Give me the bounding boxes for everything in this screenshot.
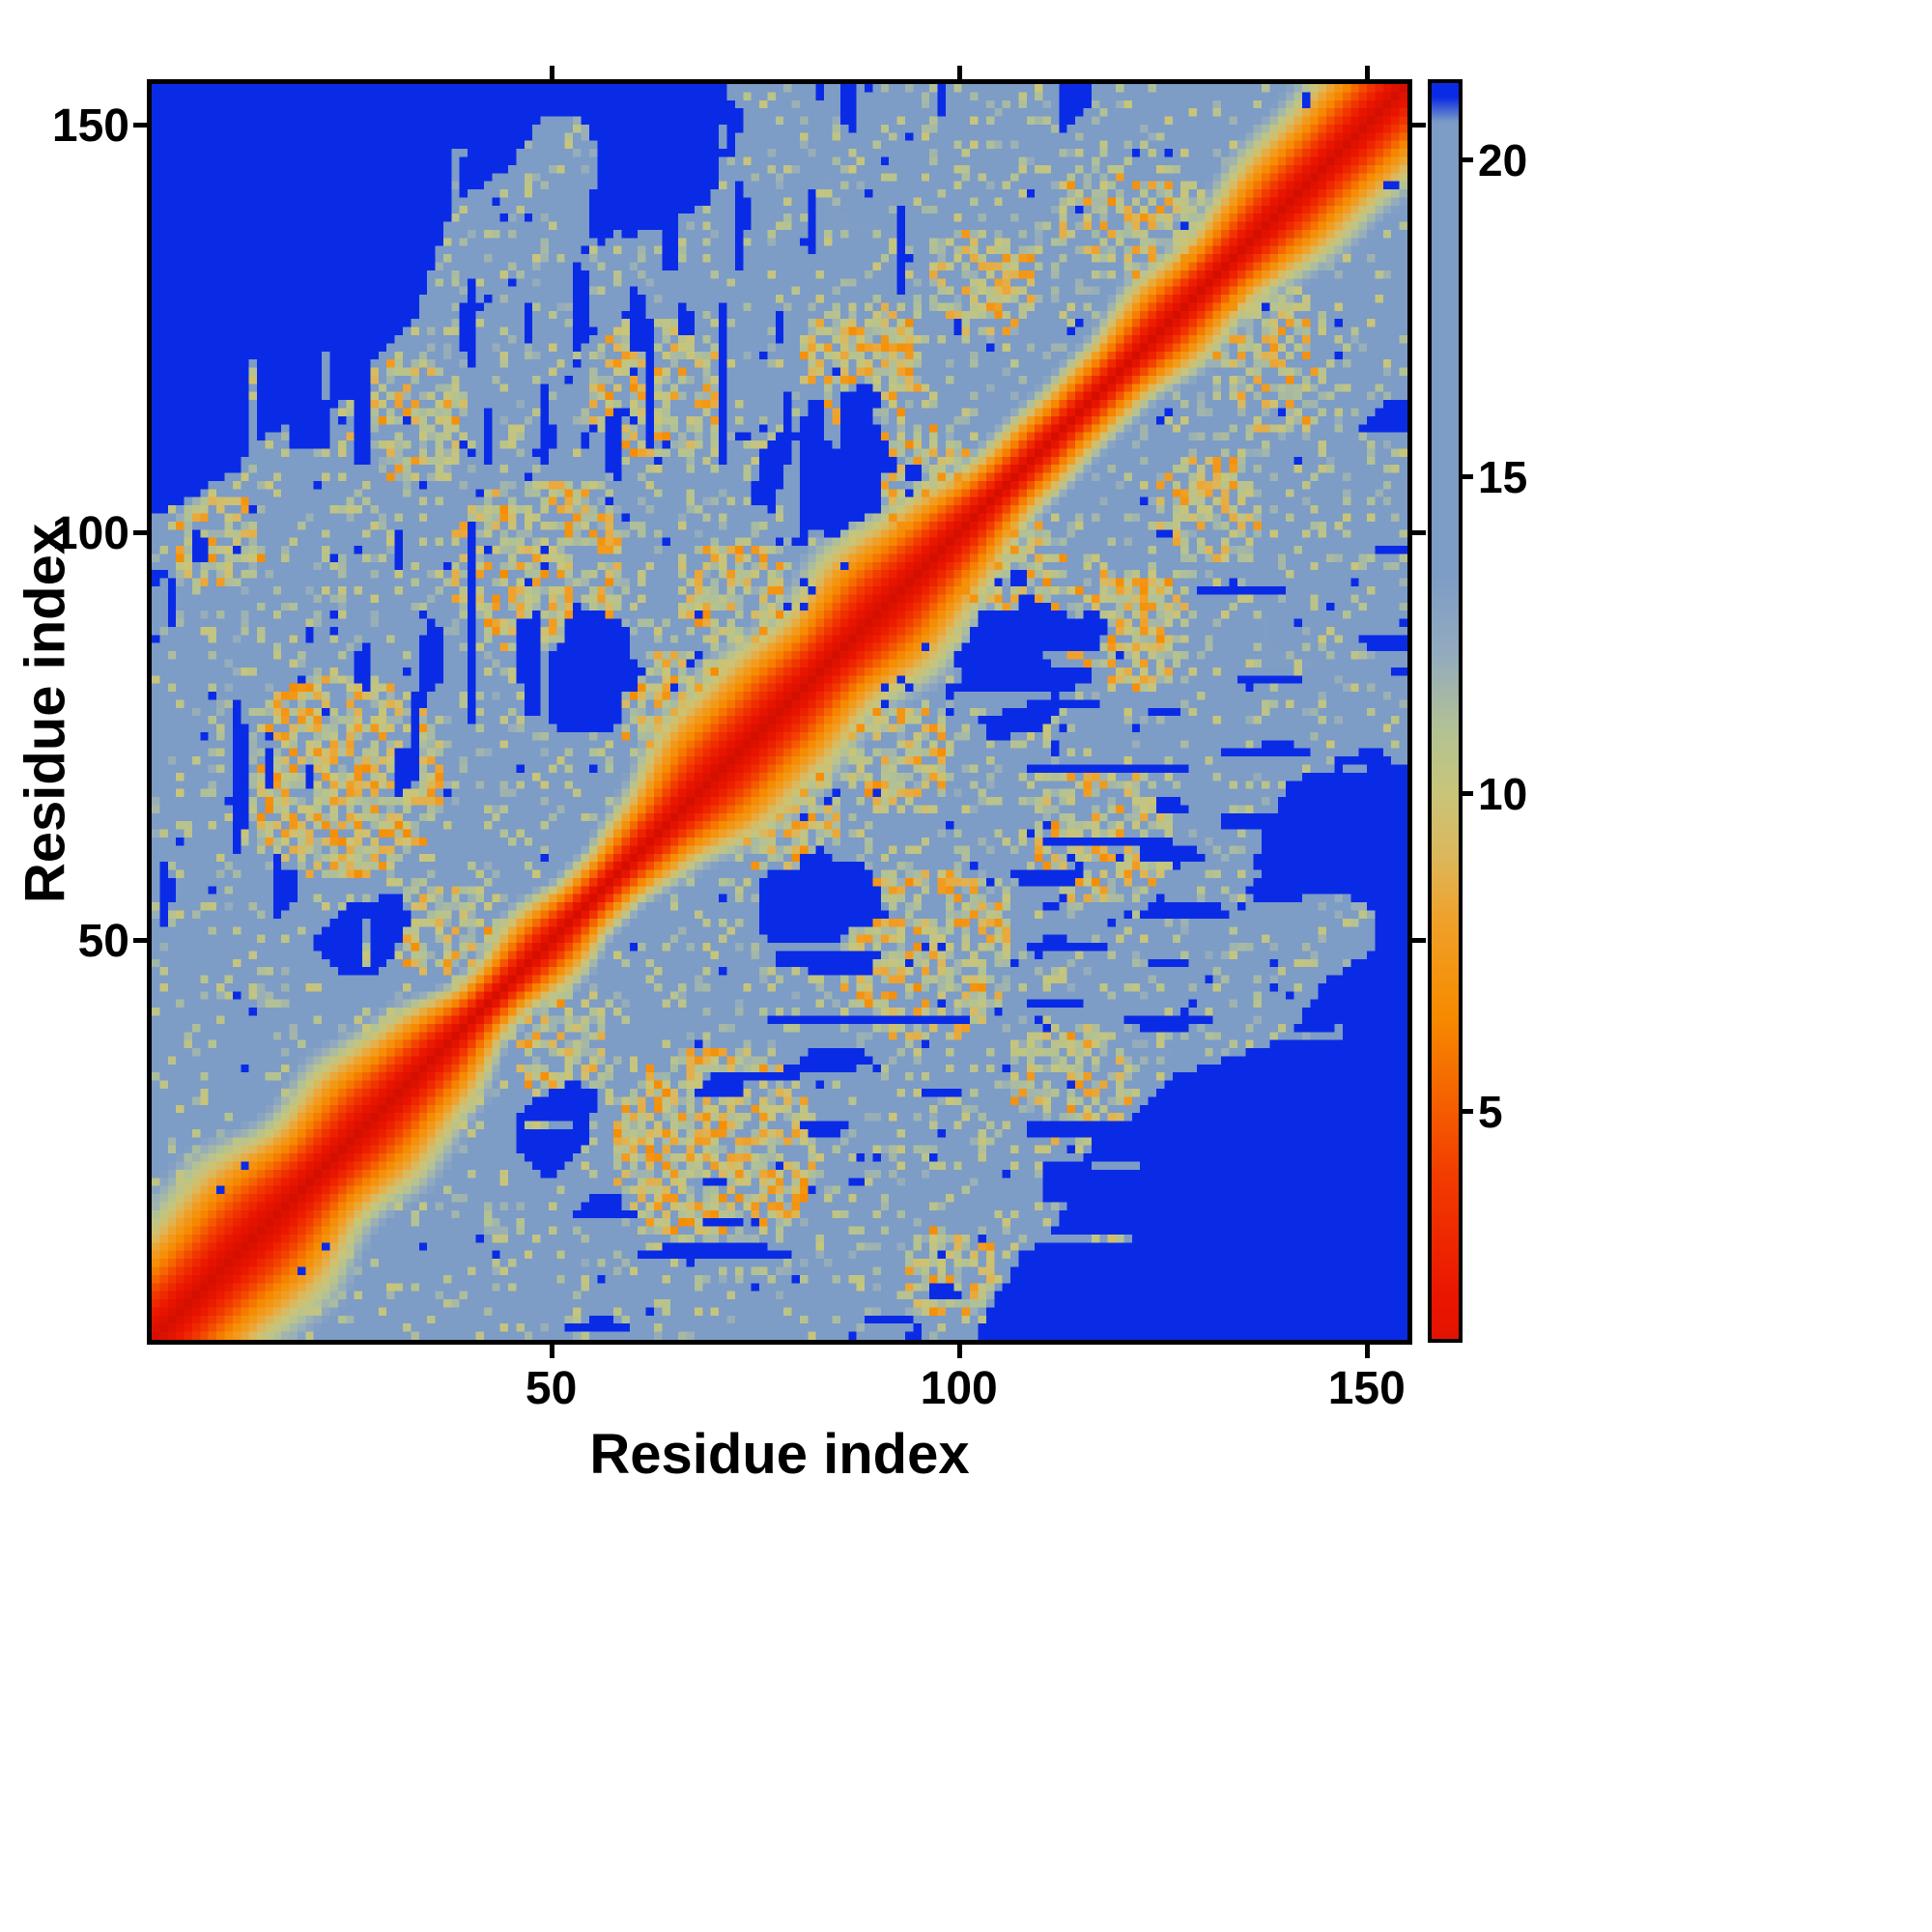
colorbar-tick-mark	[1463, 474, 1473, 480]
x-tick-mark-top	[549, 66, 554, 79]
y-tick-mark	[133, 530, 147, 536]
x-tick-mark	[549, 1345, 554, 1358]
x-tick-label: 50	[525, 1363, 578, 1414]
y-tick-label: 50	[77, 916, 129, 968]
y-tick-mark-right	[1412, 123, 1426, 128]
y-tick-mark-right	[1412, 938, 1426, 944]
y-tick-mark-right	[1412, 530, 1426, 536]
x-tick-mark-top	[956, 66, 962, 79]
colorbar-tick-label: 15	[1478, 452, 1528, 503]
x-axis-label: Residue index	[589, 1423, 970, 1486]
heatmap-plot-area	[147, 79, 1412, 1345]
colorbar-tick-label: 20	[1478, 134, 1528, 185]
y-tick-mark	[133, 123, 147, 128]
colorbar-tick-mark	[1463, 156, 1473, 162]
colorbar-tick-label: 5	[1478, 1086, 1503, 1137]
colorbar-tick-label: 10	[1478, 769, 1528, 820]
x-tick-mark	[1364, 1345, 1370, 1358]
y-tick-label: 150	[51, 100, 129, 153]
colorbar-tick-mark	[1463, 791, 1473, 797]
colorbar-tick-mark	[1463, 1108, 1473, 1114]
y-tick-mark	[133, 938, 147, 944]
y-axis-label: Residue index	[14, 523, 77, 904]
colorbar	[1428, 79, 1463, 1343]
heatmap-canvas	[152, 84, 1407, 1340]
x-tick-mark-top	[1364, 66, 1370, 79]
y-tick-label: 100	[51, 508, 129, 560]
x-tick-mark	[956, 1345, 962, 1358]
x-tick-label: 100	[920, 1363, 998, 1414]
x-tick-label: 150	[1327, 1363, 1406, 1414]
colorbar-canvas	[1432, 83, 1459, 1339]
